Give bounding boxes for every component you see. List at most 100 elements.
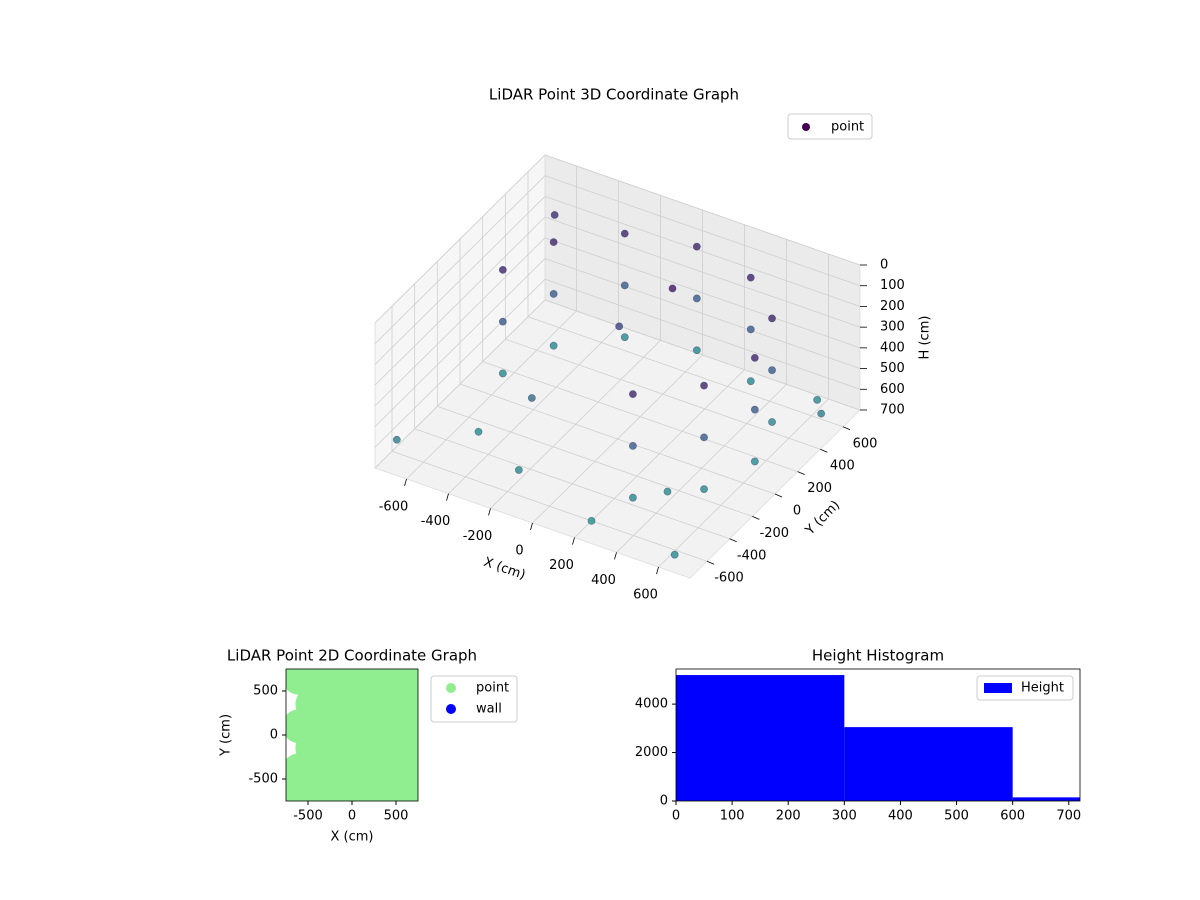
- legend-box: [976, 675, 1074, 701]
- legend-marker: [446, 683, 456, 693]
- data-point: [587, 516, 596, 525]
- x-tick-label: 600: [633, 588, 658, 603]
- data-point: [498, 317, 507, 326]
- data-point: [550, 211, 559, 219]
- data-point: [750, 353, 759, 362]
- x-tick-label: 400: [888, 809, 913, 824]
- z-tick-label: 0: [880, 258, 888, 273]
- x-tick-label: 0: [515, 544, 523, 559]
- tick-mark: [752, 516, 760, 520]
- tick-mark: [446, 493, 449, 501]
- legend-swatch: [984, 683, 1012, 693]
- y-tick-label: -500: [248, 772, 278, 787]
- data-point: [768, 418, 776, 426]
- grid-line: [391, 450, 708, 562]
- data-point: [692, 346, 701, 355]
- y-tick-label: -600: [714, 571, 744, 586]
- data-point: [498, 369, 507, 378]
- data-point: [549, 238, 558, 247]
- data-point: [321, 775, 356, 801]
- x-tick-label: 700: [1056, 809, 1081, 824]
- legend-label: Height: [1021, 681, 1064, 696]
- data-point: [692, 242, 701, 251]
- grid-line: [544, 196, 861, 307]
- x-tick-label: 500: [944, 809, 969, 824]
- histogram-bar: [844, 727, 1013, 801]
- x-tick-label: 300: [832, 809, 857, 824]
- grid-line: [374, 279, 546, 448]
- grid-line: [374, 258, 546, 427]
- data-point: [768, 366, 776, 375]
- x-tick-label: -600: [379, 500, 409, 515]
- grid-line: [544, 154, 861, 266]
- x-tick-label: 500: [384, 809, 409, 824]
- x-tick-label: 0: [672, 809, 680, 824]
- data-point: [498, 265, 507, 274]
- z-tick-label: 200: [880, 299, 905, 314]
- data-point: [668, 284, 677, 293]
- tick-mark: [656, 566, 659, 575]
- legend-marker: [446, 704, 456, 714]
- tick-mark: [842, 426, 851, 431]
- y-tick-label: 2000: [635, 745, 668, 760]
- x-tick-label: 100: [720, 809, 745, 824]
- grid-line: [374, 154, 546, 324]
- x-tick-label: 200: [549, 558, 574, 573]
- x-tick-label: -400: [421, 514, 451, 529]
- data-point: [817, 409, 826, 418]
- grid-line: [374, 175, 546, 344]
- data-point: [629, 390, 637, 399]
- z-axis-label: H (cm): [918, 316, 933, 360]
- data-point: [700, 381, 708, 390]
- y-tick-label: 4000: [635, 697, 668, 712]
- grid-line: [505, 338, 821, 450]
- grid-line: [459, 383, 776, 495]
- z-tick-label: 300: [880, 320, 905, 335]
- z-tick-label: 400: [880, 340, 905, 355]
- legend-label: point: [476, 681, 509, 696]
- data-point: [286, 775, 308, 801]
- grid-line: [544, 175, 861, 287]
- tick-mark: [706, 560, 715, 565]
- legend-box: [787, 113, 873, 140]
- tick-mark: [797, 471, 805, 475]
- grid-line: [527, 316, 844, 428]
- legend-marker: [802, 123, 810, 131]
- data-point: [746, 377, 755, 386]
- grid-line: [374, 299, 546, 469]
- data-point: [348, 775, 383, 801]
- z-tick-label: 100: [880, 278, 905, 293]
- grid-line: [544, 278, 861, 390]
- data-point: [392, 775, 418, 801]
- grid-line: [414, 428, 730, 540]
- plot-area: [676, 675, 1080, 801]
- chart-title: LiDAR Point 2D Coordinate Graph: [227, 647, 477, 665]
- y-tick-label: 600: [853, 436, 878, 451]
- legend-box: [430, 675, 518, 723]
- data-point: [813, 395, 822, 404]
- grid-line: [374, 216, 546, 386]
- y-tick-label: 0: [270, 728, 278, 743]
- data-point: [670, 550, 679, 559]
- grid-line: [544, 216, 861, 328]
- data-point: [768, 314, 776, 323]
- tick-mark: [774, 493, 783, 498]
- tick-mark: [614, 552, 617, 560]
- x-tick-label: 200: [776, 809, 801, 824]
- y-tick-label: 400: [830, 459, 855, 474]
- x-tick-label: -200: [463, 529, 493, 544]
- grid-line: [482, 361, 798, 472]
- grid-line: [374, 196, 546, 365]
- data-point: [629, 441, 637, 450]
- y-tick-label: -200: [760, 526, 790, 541]
- data-point: [663, 487, 672, 496]
- tick-mark: [729, 538, 737, 543]
- data-point: [514, 466, 523, 474]
- z-tick-label: 700: [880, 403, 905, 418]
- y-tick-label: 0: [660, 794, 668, 809]
- data-point: [620, 333, 629, 342]
- grid-line: [437, 406, 753, 517]
- data-point: [750, 457, 759, 466]
- tick-mark: [404, 478, 407, 487]
